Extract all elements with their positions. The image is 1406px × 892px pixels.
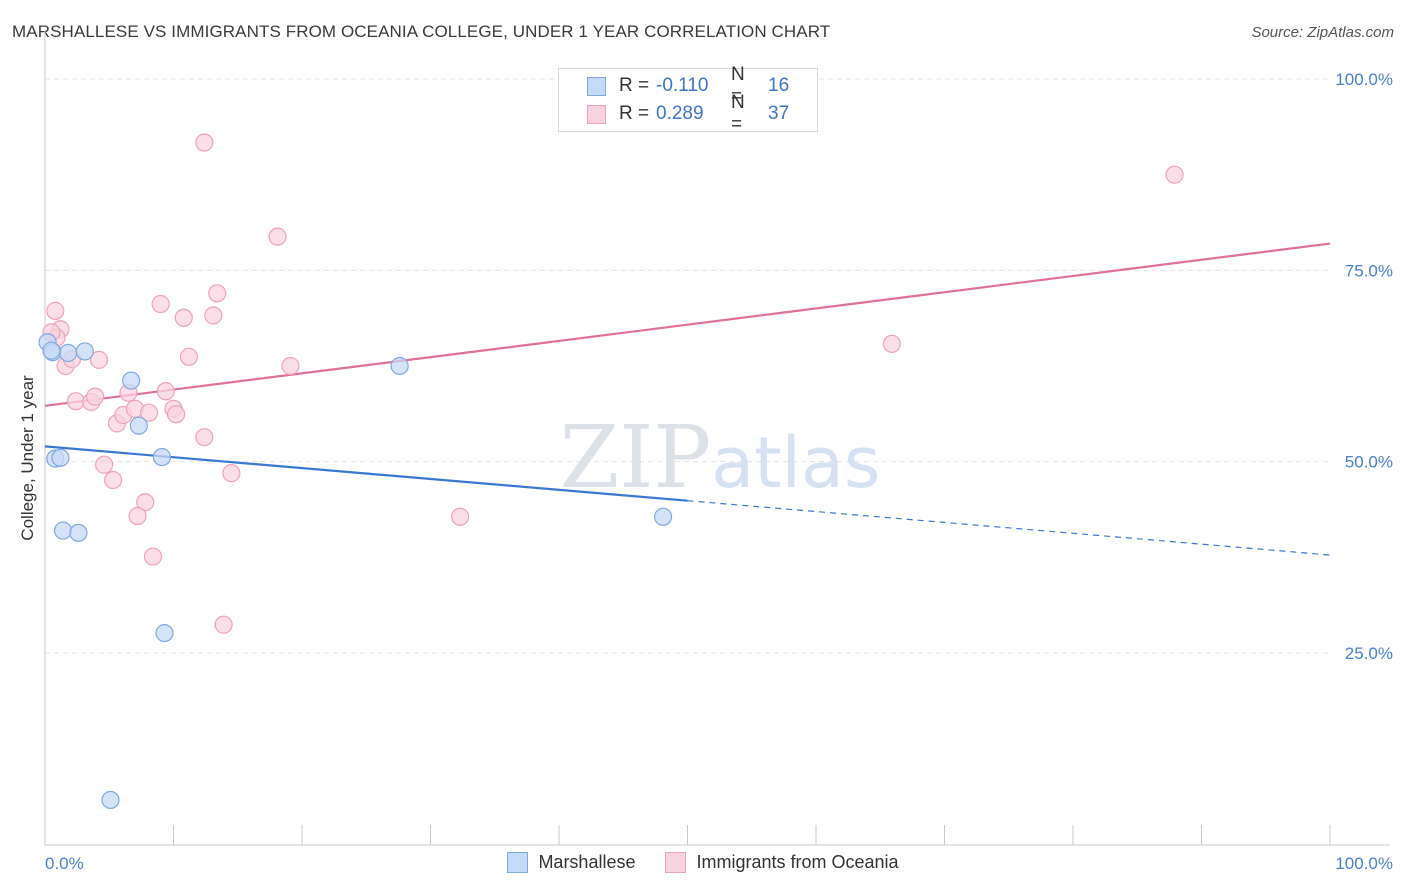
oceania-point <box>46 301 65 320</box>
point-layer <box>38 133 1184 810</box>
marshallese-point <box>75 342 94 361</box>
stats-box: R = -0.110 N = 16 R = 0.289 N = 37 <box>558 64 818 135</box>
oceania-point <box>151 294 170 314</box>
y-tick-label: 75.0% <box>1345 261 1393 280</box>
x-tick-label: 100.0% <box>1335 854 1393 873</box>
n-value: 37 <box>768 103 790 124</box>
source-label: Source: ZipAtlas.com <box>1251 24 1394 41</box>
marshallese-point <box>51 448 70 467</box>
r-label: R = <box>619 103 650 124</box>
n-label: N = <box>731 64 745 107</box>
oceania-point <box>66 392 85 411</box>
y-tick-label: 25.0% <box>1345 644 1393 663</box>
marshallese-point <box>59 343 78 363</box>
oceania-point <box>139 403 159 422</box>
oceania-point <box>136 493 155 512</box>
oceania-point <box>104 470 123 490</box>
oceania-point <box>86 387 105 406</box>
oceania-point <box>156 382 175 401</box>
marshallese-swatch <box>587 76 606 96</box>
marshallese-trend-line <box>44 445 688 502</box>
oceania-point <box>174 308 193 327</box>
legend-label-oceania: Immigrants from Oceania <box>696 852 899 872</box>
marshallese-point <box>152 447 172 467</box>
axis-layer <box>44 30 1390 846</box>
oceania-trend-line <box>44 242 1331 407</box>
legend-item-marshallese[interactable]: Marshallese <box>507 852 635 873</box>
y-tick-label: 50.0% <box>1345 453 1393 472</box>
marshallese-point <box>653 507 673 526</box>
marshallese-point <box>129 416 148 435</box>
marshallese-point <box>42 341 61 360</box>
oceania-point <box>222 464 241 483</box>
marshallese-point <box>101 790 120 810</box>
watermark-atlas: atlas <box>711 422 880 504</box>
oceania-point <box>281 356 300 376</box>
legend-swatch-marshallese <box>507 852 529 873</box>
oceania-point <box>214 615 233 634</box>
y-tick-label: 100.0% <box>1335 70 1393 89</box>
oceania-point <box>882 334 901 353</box>
grid-layer <box>45 78 1330 654</box>
oceania-point <box>1165 165 1184 184</box>
marshallese-point <box>155 624 174 643</box>
r-label: R = <box>619 75 650 96</box>
trend-layer <box>44 242 1331 556</box>
oceania-point <box>204 306 223 325</box>
legend-item-oceania[interactable]: Immigrants from Oceania <box>665 852 899 873</box>
oceania-point <box>143 547 163 566</box>
legend: Marshallese Immigrants from Oceania <box>0 852 1406 873</box>
oceania-point <box>208 284 227 303</box>
x-tick-label: 0.0% <box>45 854 84 873</box>
marshallese-point <box>390 356 409 376</box>
oceania-point <box>166 405 186 424</box>
watermark-zip: ZIP <box>560 408 712 508</box>
marshallese-trend-extension <box>687 500 1331 556</box>
oceania-point <box>268 227 287 246</box>
oceania-point <box>128 506 147 526</box>
oceania-point <box>89 350 109 369</box>
label-layer: 25.0% 50.0% 75.0% 100.0% 0.0% 100.0% <box>45 70 1393 873</box>
r-value: -0.110 <box>656 75 709 96</box>
oceania-point <box>195 133 214 152</box>
n-value: 16 <box>768 75 790 96</box>
oceania-point <box>95 455 114 474</box>
chart-title: MARSHALLESE VS IMMIGRANTS FROM OCEANIA C… <box>12 22 831 41</box>
oceania-swatch <box>587 104 606 124</box>
legend-swatch-oceania <box>665 852 687 873</box>
oceania-point <box>179 347 199 366</box>
n-label: N = <box>731 92 745 135</box>
marshallese-point <box>121 371 141 390</box>
oceania-point <box>450 507 470 526</box>
marshallese-point <box>53 521 73 540</box>
legend-label-marshallese: Marshallese <box>538 852 636 872</box>
r-value: 0.289 <box>656 103 704 124</box>
marshallese-point <box>69 523 88 542</box>
oceania-point <box>195 428 214 447</box>
